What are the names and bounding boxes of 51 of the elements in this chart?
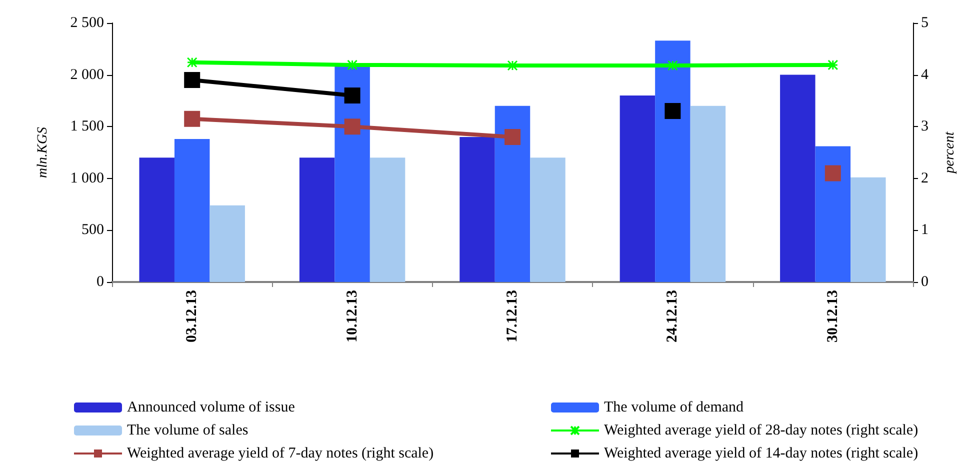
legend-label: Weighted average yield of 14-day notes (right scale) xyxy=(604,446,918,462)
point xyxy=(184,72,200,88)
point xyxy=(507,60,518,71)
y2-tick-label: 3 xyxy=(921,118,928,135)
y-tick-label: 500 xyxy=(82,222,104,238)
legend-label: Announced volume of issue xyxy=(127,400,296,416)
bar xyxy=(655,40,690,282)
x-tick-label: 30.12.13 xyxy=(824,290,841,342)
point xyxy=(344,88,360,104)
bar xyxy=(139,158,174,282)
bar xyxy=(850,177,886,282)
bar xyxy=(370,158,406,282)
bar xyxy=(780,74,816,282)
bar xyxy=(460,136,495,282)
point xyxy=(664,103,681,120)
y2-tick-label: 5 xyxy=(921,15,928,31)
point xyxy=(667,60,678,71)
y-tick-label: 2 500 xyxy=(70,15,104,31)
y2-axis-title: percent xyxy=(942,130,958,174)
bar xyxy=(690,106,726,282)
x-tick-label: 03.12.13 xyxy=(184,290,200,342)
y2-tick-label: 2 xyxy=(921,170,928,186)
bar xyxy=(530,158,566,282)
y-tick-label: 2 000 xyxy=(70,66,104,83)
legend-label: Weighted average yield of 28-day notes (right scale) xyxy=(604,422,918,438)
bar xyxy=(210,205,245,282)
bar xyxy=(494,106,530,282)
point xyxy=(347,60,358,70)
point xyxy=(504,128,520,145)
y2-tick-label: 0 xyxy=(921,274,928,290)
y-tick-label: 1 000 xyxy=(70,170,104,186)
y2-tick-label: 4 xyxy=(921,66,929,83)
point xyxy=(824,165,841,182)
x-tick-label: 24.12.13 xyxy=(664,290,681,342)
legend-label: The volume of demand xyxy=(604,400,744,416)
point xyxy=(828,60,838,70)
bar xyxy=(299,158,335,282)
point xyxy=(186,57,198,68)
x-tick-label: 17.12.13 xyxy=(504,290,520,342)
legend-label: Weighted average yield of 7-day notes (right scale) xyxy=(127,446,434,462)
point xyxy=(344,118,360,135)
bar xyxy=(174,139,210,282)
y2-tick-label: 1 xyxy=(921,222,928,238)
y-axis-title: mln.KGS xyxy=(36,127,50,178)
bar xyxy=(815,146,851,282)
point xyxy=(184,110,200,127)
legend-label: The volume of sales xyxy=(127,422,248,438)
y-tick-label: 0 xyxy=(96,274,104,290)
x-tick-label: 10.12.13 xyxy=(344,290,360,342)
y-tick-label: 1 500 xyxy=(70,118,104,135)
bar xyxy=(620,96,656,282)
